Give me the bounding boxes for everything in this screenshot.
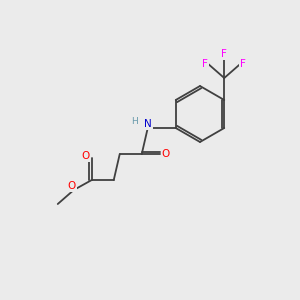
Text: H: H: [131, 116, 138, 125]
Text: O: O: [162, 149, 170, 159]
Text: F: F: [202, 59, 208, 69]
Text: F: F: [240, 59, 246, 69]
Text: O: O: [68, 181, 76, 191]
Text: O: O: [82, 151, 90, 161]
Text: F: F: [221, 49, 227, 59]
Text: N: N: [144, 119, 152, 129]
